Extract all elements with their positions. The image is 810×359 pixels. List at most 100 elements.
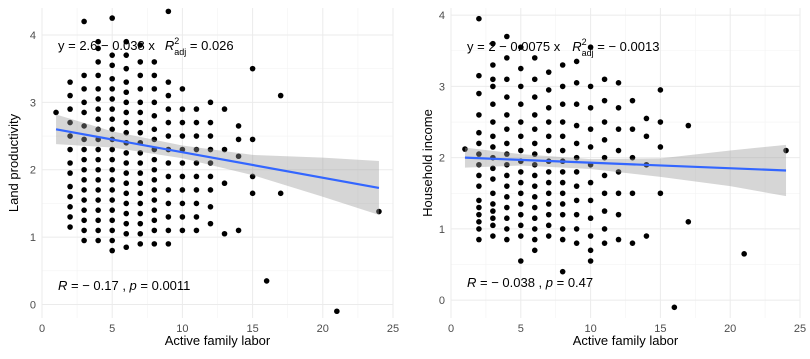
data-point bbox=[531, 183, 538, 189]
data-point bbox=[545, 233, 552, 239]
data-point bbox=[95, 45, 101, 52]
data-point bbox=[518, 44, 524, 50]
data-point bbox=[490, 165, 496, 172]
data-point bbox=[67, 204, 73, 210]
data-point bbox=[531, 94, 538, 100]
data-point bbox=[193, 119, 200, 126]
data-point bbox=[643, 133, 650, 140]
data-point bbox=[559, 268, 566, 275]
data-point bbox=[179, 133, 186, 139]
x-tick-label: 20 bbox=[724, 323, 736, 335]
data-point bbox=[476, 161, 482, 168]
data-point bbox=[235, 153, 242, 160]
data-point bbox=[95, 197, 101, 203]
y-axis-title: Land productivity bbox=[6, 113, 21, 212]
data-point bbox=[165, 173, 172, 180]
data-point bbox=[151, 197, 158, 203]
data-point bbox=[476, 226, 482, 232]
data-point bbox=[263, 278, 270, 284]
data-point bbox=[783, 147, 789, 154]
data-point bbox=[109, 126, 115, 133]
data-point bbox=[179, 227, 186, 234]
data-point bbox=[81, 99, 87, 106]
data-point bbox=[504, 55, 510, 61]
data-point bbox=[123, 38, 130, 45]
x-tick-label: 5 bbox=[518, 323, 524, 335]
data-point bbox=[81, 109, 87, 116]
data-point bbox=[165, 200, 172, 207]
data-point bbox=[193, 160, 200, 166]
data-point bbox=[741, 251, 747, 257]
data-point bbox=[615, 190, 622, 197]
x-tick-label: 25 bbox=[387, 323, 399, 335]
data-point bbox=[249, 65, 256, 72]
data-point bbox=[81, 123, 87, 129]
data-point bbox=[109, 166, 115, 173]
data-point bbox=[123, 230, 130, 237]
data-point bbox=[559, 147, 566, 154]
data-point bbox=[587, 233, 594, 239]
data-point bbox=[545, 179, 552, 186]
data-point bbox=[81, 156, 87, 163]
data-point bbox=[657, 87, 664, 93]
data-point bbox=[67, 214, 73, 220]
data-point bbox=[123, 99, 130, 106]
data-point bbox=[559, 226, 566, 232]
data-point bbox=[95, 126, 101, 133]
x-tick-label: 10 bbox=[176, 323, 188, 335]
data-point bbox=[249, 190, 256, 197]
data-point bbox=[81, 72, 87, 79]
correlation-annotation: R = − 0.17 , p = 0.0011 bbox=[58, 278, 190, 293]
regression-equation: y = 2.6 − 0.038 x R2 adj = 0.026 bbox=[58, 36, 234, 57]
data-point bbox=[151, 166, 158, 173]
data-point bbox=[165, 106, 172, 112]
data-point bbox=[137, 200, 144, 207]
data-point bbox=[165, 119, 172, 126]
data-point bbox=[559, 83, 566, 90]
data-point bbox=[504, 183, 510, 189]
data-point bbox=[109, 197, 115, 203]
data-point bbox=[137, 99, 144, 106]
data-point bbox=[643, 233, 650, 239]
data-point bbox=[615, 104, 622, 111]
data-point bbox=[476, 151, 482, 157]
data-point bbox=[462, 146, 468, 152]
data-point bbox=[151, 187, 158, 193]
data-point bbox=[629, 190, 636, 197]
data-point bbox=[165, 241, 172, 247]
data-point bbox=[601, 119, 608, 125]
data-point bbox=[193, 106, 200, 112]
data-point bbox=[490, 119, 496, 125]
data-point bbox=[490, 101, 496, 108]
data-point bbox=[629, 126, 636, 132]
data-point bbox=[151, 156, 158, 163]
data-point bbox=[123, 129, 130, 136]
data-point bbox=[193, 146, 200, 153]
data-point bbox=[518, 119, 524, 125]
data-point bbox=[109, 96, 115, 102]
data-point bbox=[95, 187, 101, 193]
data-point bbox=[137, 150, 144, 156]
data-point bbox=[587, 144, 594, 150]
data-point bbox=[151, 241, 158, 247]
data-point bbox=[476, 197, 482, 204]
data-point bbox=[137, 210, 144, 217]
data-point bbox=[207, 119, 214, 126]
data-point bbox=[95, 38, 101, 45]
data-point bbox=[559, 133, 566, 140]
data-point bbox=[123, 65, 130, 72]
data-point bbox=[81, 207, 87, 213]
data-point bbox=[165, 160, 172, 166]
data-point bbox=[587, 83, 594, 90]
data-point bbox=[123, 170, 130, 176]
data-point bbox=[123, 119, 130, 126]
data-point bbox=[109, 247, 115, 254]
data-point bbox=[67, 183, 73, 190]
data-point bbox=[490, 208, 496, 214]
data-point bbox=[504, 236, 510, 243]
data-point bbox=[95, 237, 101, 244]
data-point bbox=[109, 146, 115, 153]
data-point bbox=[151, 207, 158, 213]
data-point bbox=[476, 172, 482, 179]
data-point bbox=[193, 187, 200, 193]
